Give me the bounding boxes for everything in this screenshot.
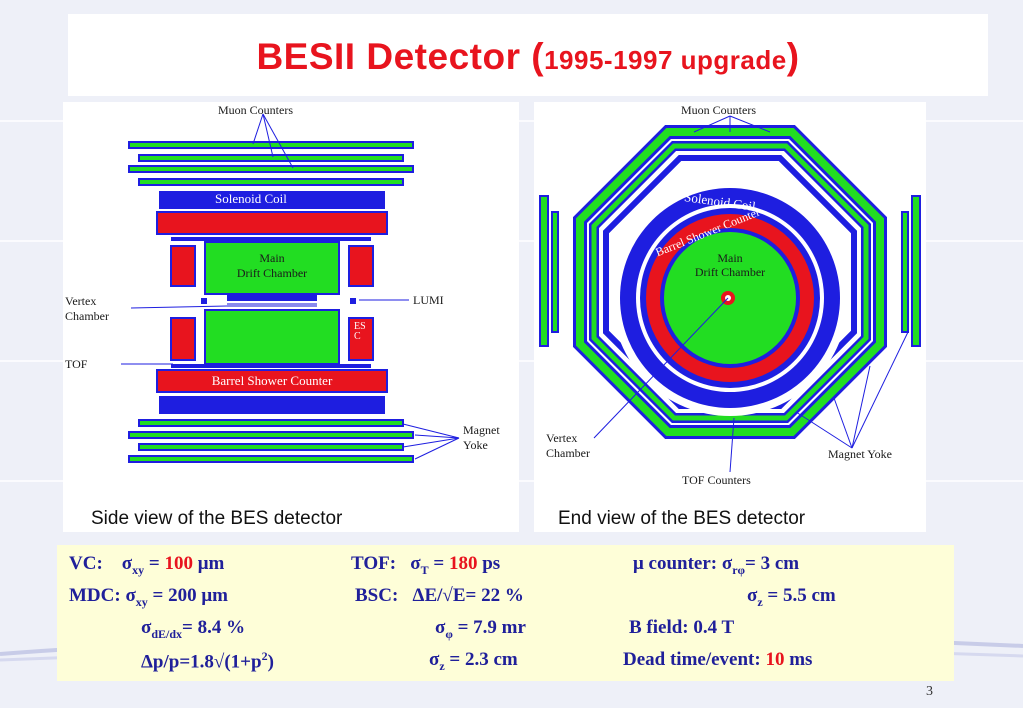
label-esc: ESC	[354, 321, 366, 342]
yoke-bar	[138, 443, 404, 451]
label-yoke: Yoke	[463, 438, 488, 452]
spec-mdc: MDC: σxy = 200 μm	[69, 585, 228, 609]
yoke-bar	[138, 419, 404, 427]
spec-vc: VC: σxy = 100 μm	[69, 553, 225, 577]
lumi-mark	[350, 298, 356, 304]
label-magnet-yoke: Magnet Yoke	[828, 447, 893, 461]
spec-momentum: Δp/p=1.8√(1+p2)	[141, 649, 274, 673]
title-box: BESII Detector (1995-1997 upgrade)	[68, 14, 988, 96]
endcap	[170, 317, 196, 361]
yoke-bar	[138, 154, 404, 162]
spec-dedx: σdE/dx= 8.4 %	[141, 617, 246, 641]
spec-mu-counter: μ counter: σrφ= 3 cm	[633, 553, 800, 577]
specs-box: VC: σxy = 100 μm TOF: σT = 180 ps μ coun…	[57, 545, 954, 681]
label-chamber: Chamber	[546, 446, 590, 460]
end-view-caption: End view of the BES detector	[558, 508, 806, 529]
label-solenoid-coil: Solenoid Coil	[215, 191, 287, 206]
endcap	[348, 245, 374, 287]
label-main: Main	[717, 251, 743, 265]
label-drift-chamber: Drift Chamber	[694, 265, 766, 279]
label-main: Main	[259, 251, 285, 265]
slide-title: BESII Detector (1995-1997 upgrade)	[256, 36, 800, 77]
label-muon-counters: Muon Counters	[681, 103, 756, 117]
endcap	[348, 317, 374, 361]
vertex-chamber	[227, 303, 317, 307]
label-magnet: Magnet	[463, 423, 500, 437]
side-view-diagram	[121, 113, 460, 463]
endcap	[170, 245, 196, 287]
tof-top	[171, 237, 371, 241]
side-view-panel: Muon Counters Solenoid Coil Main Drift C…	[63, 102, 519, 532]
spec-bsc: BSC: ΔE/√E= 22 %	[355, 585, 524, 606]
end-view-diagram	[539, 115, 921, 473]
spec-phi: σφ = 7.9 mr	[435, 617, 526, 641]
mdc-lower	[204, 309, 340, 365]
spec-mu-z: σz = 5.5 cm	[747, 585, 836, 609]
label-vertex: Vertex	[546, 431, 578, 445]
label-tof-counters: TOF Counters	[682, 473, 751, 487]
solenoid-coil	[159, 191, 385, 209]
page-number: 3	[926, 684, 933, 699]
spec-tof: TOF: σT = 180 ps	[351, 553, 501, 577]
mdc-upper	[204, 241, 340, 295]
end-view-panel: Muon Counters Solenoid Coil Barrel Showe…	[534, 102, 926, 532]
label-chamber: Chamber	[65, 309, 109, 323]
label-tof: TOF	[65, 357, 88, 371]
label-vertex: Vertex	[65, 294, 97, 308]
yoke-bar	[128, 455, 414, 463]
yoke-bar	[128, 431, 414, 439]
yoke-bar	[128, 165, 414, 173]
spec-bsc-z: σz = 2.3 cm	[429, 649, 518, 673]
bsc-bottom	[156, 369, 388, 393]
solenoid-bottom	[159, 396, 385, 414]
lumi-mark	[201, 298, 207, 304]
yoke-bar	[138, 178, 404, 186]
label-lumi: LUMI	[413, 293, 444, 307]
side-view-caption: Side view of the BES detector	[91, 508, 343, 529]
label-muon-counters: Muon Counters	[218, 103, 293, 117]
label-bsc: Barrel Shower Counter	[211, 373, 333, 388]
spec-dead-time: Dead time/event: 10 ms	[623, 649, 813, 670]
leader-lines	[121, 113, 460, 460]
tof-bottom	[171, 364, 371, 368]
vertex-chamber	[227, 295, 317, 301]
spec-bfield: B field: 0.4 T	[629, 617, 735, 638]
bsc-top	[156, 211, 388, 235]
label-drift-chamber: Drift Chamber	[236, 266, 308, 280]
